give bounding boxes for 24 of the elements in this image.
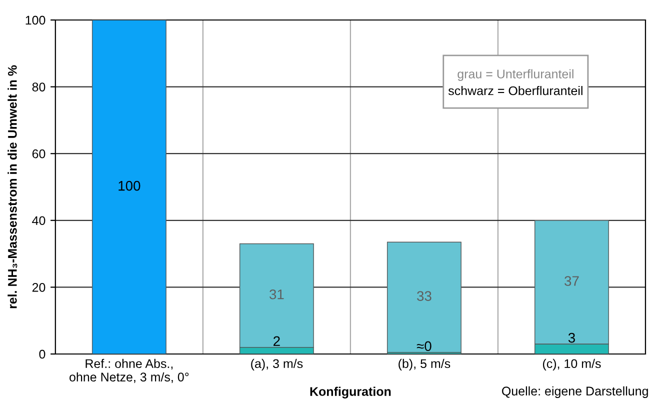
- data-label: 37: [564, 276, 579, 286]
- annotation: grau = Unterfluranteil: [458, 69, 574, 81]
- x-axis-title: Konfiguration: [310, 386, 391, 398]
- y-tick-label: 0: [39, 350, 46, 359]
- bar: [386, 242, 462, 353]
- data-label: 100: [118, 180, 140, 191]
- y-tick-label: 100: [26, 16, 46, 25]
- data-label: ≈0: [416, 341, 432, 352]
- x-tick-label: (a), 3 m/s: [251, 358, 303, 371]
- data-label: 31: [270, 289, 284, 300]
- data-label: 2: [274, 336, 280, 346]
- bar: [92, 20, 166, 354]
- x-tick-label: (b), 5 m/s: [398, 358, 450, 371]
- x-tick-label: Ref.: ohne Abs., ohne Netze, 3 m/s, 0°: [70, 358, 189, 383]
- y-tick-label: 60: [32, 149, 46, 158]
- annotation: schwarz = Oberfluranteil: [448, 86, 582, 96]
- y-tick-label: 40: [32, 216, 46, 226]
- y-axis-title: rel. NH₃-Massenstrom in die Umwelt in %: [8, 65, 18, 308]
- data-label: 33: [417, 291, 432, 301]
- source-note: Quelle: eigene Darstellung: [502, 386, 648, 398]
- y-tick-label: 20: [32, 283, 46, 292]
- y-tick-label: 80: [32, 82, 46, 92]
- data-label: 3: [568, 332, 575, 343]
- x-tick-label: (c), 10 m/s: [542, 358, 601, 371]
